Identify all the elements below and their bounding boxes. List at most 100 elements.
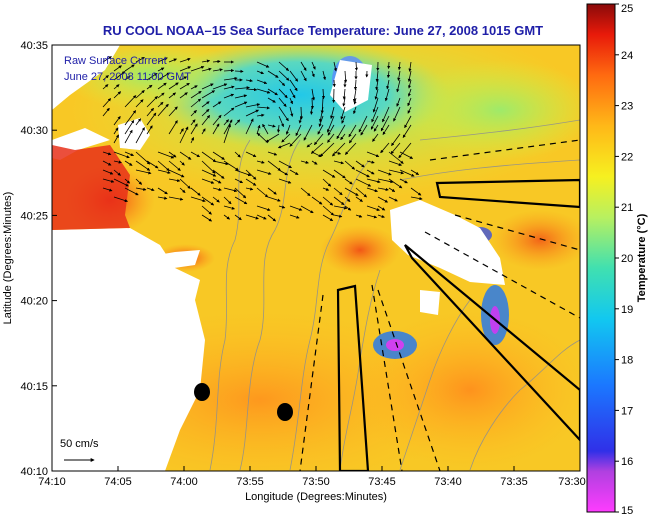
current-vector (256, 160, 265, 164)
current-vector (212, 68, 223, 72)
current-vector (353, 79, 358, 91)
current-vector (245, 103, 261, 108)
current-vector (245, 109, 259, 117)
current-vector (157, 92, 165, 99)
current-vector (300, 205, 314, 214)
current-vector (113, 178, 129, 187)
current-vector (267, 124, 276, 128)
current-vector (377, 196, 389, 203)
current-vector (317, 124, 324, 135)
x-axis: 74:10 74:05 74:00 73:55 73:50 73:45 73:40 73:35… (38, 466, 586, 488)
current-vector (179, 57, 191, 63)
x-tick-label: 74:00 (170, 476, 198, 488)
current-vector (190, 137, 194, 144)
current-vector (303, 124, 313, 141)
current-vector (234, 214, 242, 221)
current-vector (360, 124, 368, 136)
current-vector (267, 214, 277, 222)
current-vector (256, 205, 271, 211)
current-vector (212, 187, 222, 191)
cloud-mask-4 (420, 290, 440, 315)
current-vector (234, 151, 241, 158)
current-vector (399, 169, 415, 177)
current-vector (410, 169, 420, 175)
current-vector (278, 70, 290, 81)
current-vector (278, 88, 288, 99)
current-vector (372, 97, 379, 113)
current-vector (102, 98, 112, 108)
current-vector (340, 106, 346, 120)
current-vector (146, 72, 158, 81)
current-vector (299, 106, 303, 120)
x-tick-label: 73:40 (434, 476, 462, 488)
current-vector (355, 187, 368, 198)
current-vector (135, 187, 147, 191)
y-tick-label: 40:10 (20, 466, 48, 478)
current-vector (366, 214, 378, 219)
current-vector (135, 178, 143, 185)
current-vector (262, 123, 269, 135)
current-vector (388, 151, 404, 164)
current-vector (212, 196, 220, 203)
current-vector (146, 187, 155, 192)
current-vector (190, 85, 198, 90)
current-vector (124, 110, 137, 126)
current-vector (256, 169, 272, 175)
current-vector (309, 106, 314, 115)
current-vector (168, 82, 179, 90)
current-vector (179, 128, 184, 135)
colorbar-tick-label: 16 (621, 456, 633, 468)
current-vector (355, 169, 370, 178)
current-vector (245, 178, 257, 186)
current-vector (146, 125, 153, 135)
current-vector (310, 97, 314, 110)
current-vector (256, 106, 271, 110)
current-vector (371, 106, 379, 123)
current-vector (190, 65, 205, 72)
current-vector (146, 160, 159, 169)
warm-shoreline (52, 145, 130, 230)
current-vector (201, 196, 215, 206)
current-vector (201, 160, 216, 174)
current-vector (314, 133, 324, 146)
current-vector (212, 123, 220, 135)
current-vector (223, 214, 231, 220)
current-vector (212, 83, 228, 90)
x-tick-label: 73:45 (368, 476, 396, 488)
colorbar-tick-label: 17 (621, 405, 633, 417)
current-vector (190, 187, 201, 196)
current-vector (322, 178, 332, 187)
current-vector (265, 133, 280, 143)
current-vector (201, 169, 217, 177)
current-vector (333, 205, 348, 210)
current-vector (223, 76, 238, 81)
current-vector (370, 115, 379, 130)
current-vector (311, 88, 316, 101)
current-vector (256, 79, 268, 85)
current-vector (366, 187, 379, 193)
current-vector (168, 106, 178, 117)
current-vector (212, 101, 222, 108)
current-vector (179, 92, 188, 99)
current-vector (124, 151, 134, 157)
current-vector (190, 151, 201, 158)
colorbar-tick-label: 21 (621, 202, 633, 214)
current-vector (102, 178, 115, 183)
current-vector (399, 178, 408, 184)
current-vector (397, 61, 401, 71)
current-vector (256, 214, 267, 220)
current-vectors (102, 56, 423, 222)
current-vector (333, 160, 345, 165)
current-vector (201, 128, 206, 135)
current-vector (157, 169, 171, 174)
current-vector (278, 178, 292, 184)
current-vector (278, 160, 292, 169)
current-vector (327, 115, 335, 133)
current-vector (404, 115, 412, 129)
current-vector (408, 79, 412, 89)
current-vector (113, 151, 130, 159)
current-vector (276, 124, 281, 133)
current-vector (278, 205, 286, 209)
current-vector (322, 205, 335, 216)
